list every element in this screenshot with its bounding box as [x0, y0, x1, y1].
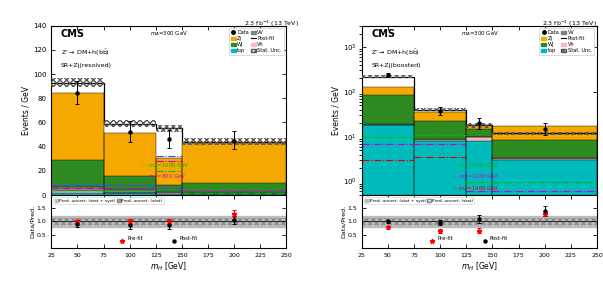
- X-axis label: $m_{H}$ [GeV]: $m_{H}$ [GeV]: [461, 260, 498, 273]
- Legend: Data, Zj, Wj, top, VV, Post-fit, Vh, Stat. Unc.: Data, Zj, Wj, top, VV, Post-fit, Vh, Sta…: [229, 28, 284, 55]
- Text: 2.3 fb$^{-1}$ (13 TeV): 2.3 fb$^{-1}$ (13 TeV): [542, 19, 597, 29]
- Text: 2.3 fb$^{-1}$ (13 TeV): 2.3 fb$^{-1}$ (13 TeV): [244, 19, 298, 29]
- Legend: Data, Zj, Wj, top, VV, Post-fit, Vh, Stat. Unc.: Data, Zj, Wj, top, VV, Post-fit, Vh, Sta…: [539, 28, 595, 55]
- Text: - - $m_{Z'}$=800 GeV: - - $m_{Z'}$=800 GeV: [140, 173, 186, 182]
- Legend: Pred. uncert. (stat + syst), Pred. uncert. (stat): Pred. uncert. (stat + syst), Pred. uncer…: [54, 197, 164, 204]
- Text: - - $m_{Z'}$=1000 GeV: - - $m_{Z'}$=1000 GeV: [140, 161, 189, 170]
- Legend: Pred. uncert. (stat + syst), Pred. uncert. (stat): Pred. uncert. (stat + syst), Pred. uncer…: [364, 197, 475, 204]
- Text: - - $m_{Z'}$=600 GeV: - - $m_{Z'}$=600 GeV: [140, 184, 186, 193]
- Text: Post-fit: Post-fit: [179, 236, 198, 241]
- Text: CMS: CMS: [371, 29, 395, 39]
- Text: $m_A$=300 GeV: $m_A$=300 GeV: [461, 29, 499, 38]
- Y-axis label: Events / GeV: Events / GeV: [21, 86, 30, 135]
- Text: Pre-fit: Pre-fit: [438, 236, 453, 241]
- Text: $m_A$=300 GeV: $m_A$=300 GeV: [150, 29, 188, 38]
- X-axis label: $m_{H}$ [GeV]: $m_{H}$ [GeV]: [150, 260, 188, 273]
- Text: Pre-fit: Pre-fit: [127, 236, 143, 241]
- Text: SR+Zj(resolved): SR+Zj(resolved): [61, 63, 112, 68]
- Y-axis label: Events / GeV: Events / GeV: [331, 86, 340, 135]
- Text: Z' → DM+h(b$\bar{\mathrm{b}}$): Z' → DM+h(b$\bar{\mathrm{b}}$): [61, 48, 110, 58]
- Text: - - $m_{Z'}$=1000 GeV: - - $m_{Z'}$=1000 GeV: [451, 161, 499, 170]
- Text: Post-fit: Post-fit: [490, 236, 508, 241]
- Y-axis label: Data/Pred.: Data/Pred.: [341, 205, 346, 238]
- Text: CMS: CMS: [61, 29, 84, 39]
- Text: - - $m_{Z'}$=1400 GeV: - - $m_{Z'}$=1400 GeV: [451, 184, 499, 193]
- Text: - - $m_{Z'}$=1200 GeV: - - $m_{Z'}$=1200 GeV: [451, 173, 499, 182]
- Y-axis label: Data/Pred.: Data/Pred.: [30, 205, 35, 238]
- Text: Z' → DM+h(b$\bar{\mathrm{b}}$): Z' → DM+h(b$\bar{\mathrm{b}}$): [371, 48, 420, 58]
- Text: SR+Zj(boosted): SR+Zj(boosted): [371, 63, 421, 68]
